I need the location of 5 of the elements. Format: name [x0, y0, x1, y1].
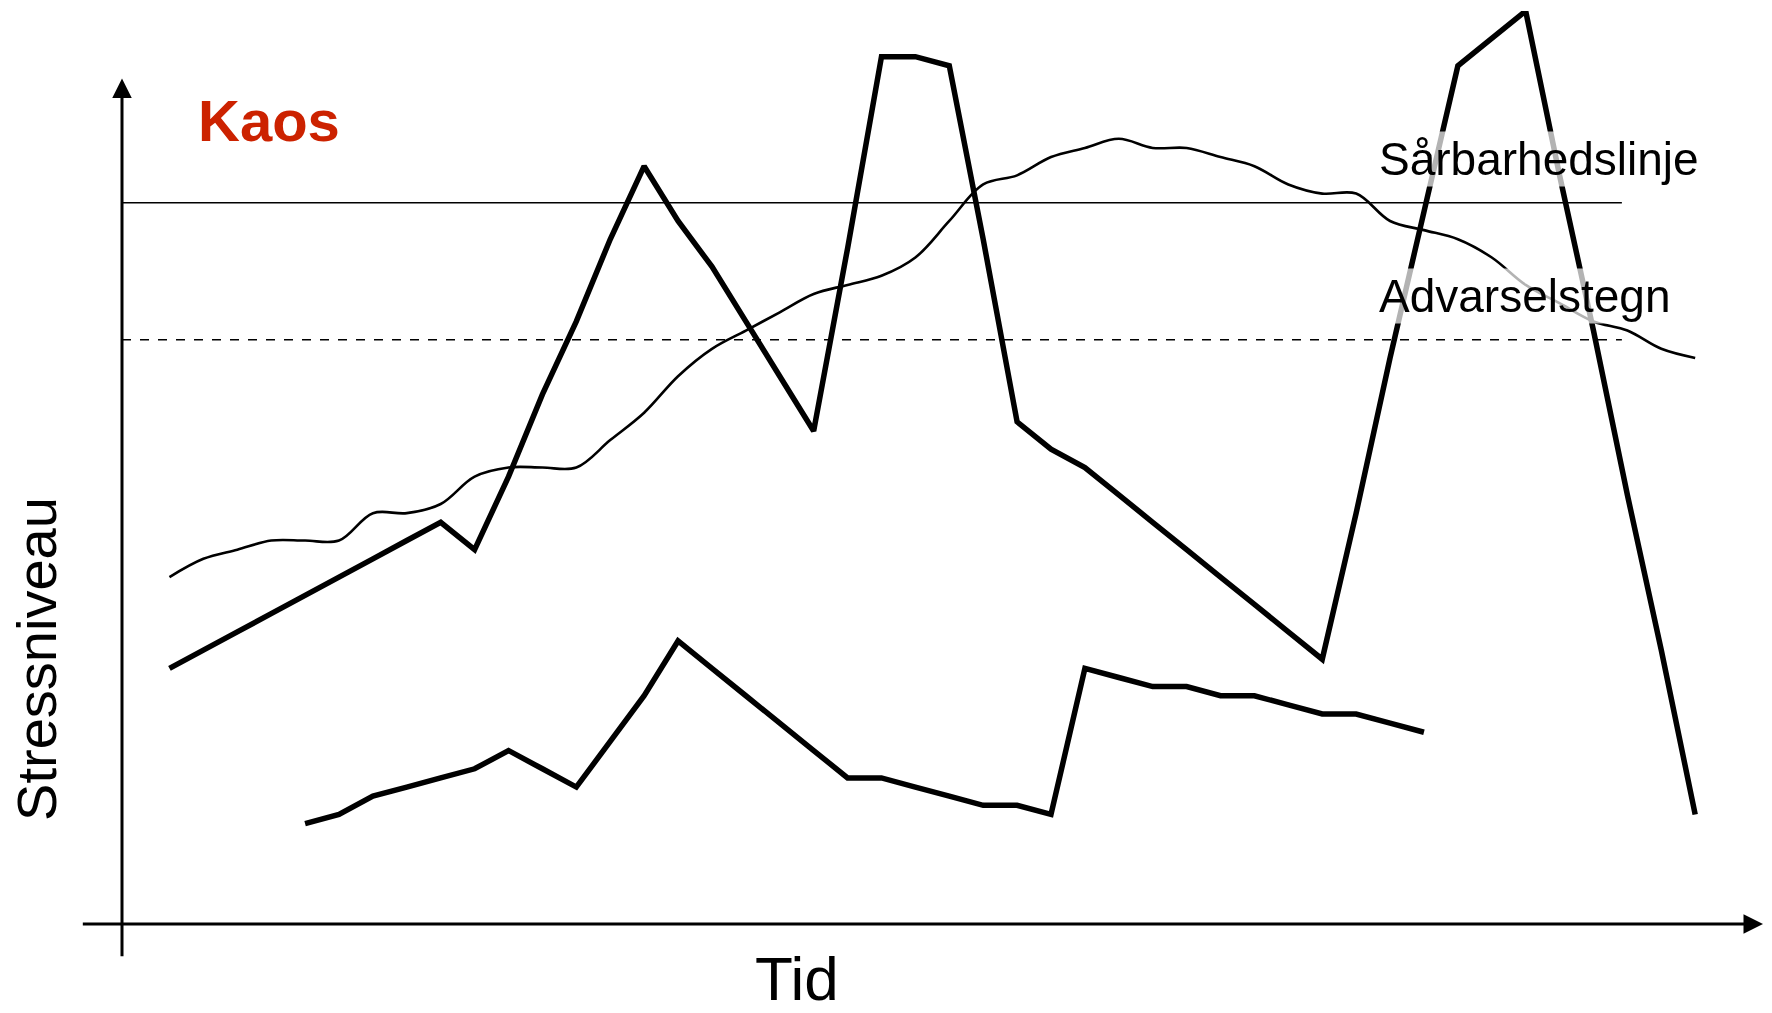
ref-line-label: Advarselstegn — [1379, 270, 1671, 322]
y-axis-title: Stressniveau — [5, 497, 69, 821]
x-axis-title: Tid — [755, 944, 839, 1013]
ref-line-label: Sårbarhedslinje — [1379, 133, 1699, 185]
annotation: Kaos — [198, 88, 340, 153]
